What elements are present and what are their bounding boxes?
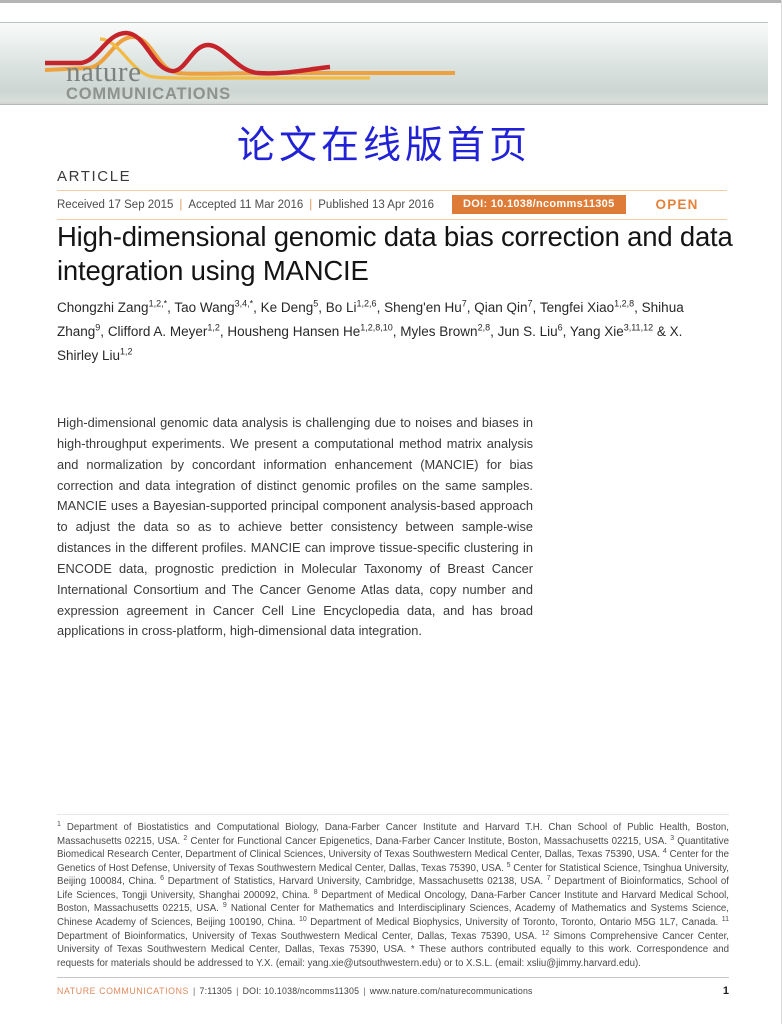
author: Tengfei Xiao1,2,8 [539,298,635,315]
author: Yang Xie3,11,12 [569,322,654,340]
footer-journal-name: NATURE COMMUNICATIONS [57,986,190,996]
author-list: Chongzhi Zang1,2,*, Tao Wang3,4,*, Ke De… [57,298,684,364]
footer-url[interactable]: www.nature.com/naturecommunications [369,986,533,996]
abstract-text: High-dimensional genomic data analysis i… [57,415,533,639]
author: Clifford A. Meyer1,2 [107,322,220,340]
author: Chongzhi Zang1,2,* [57,298,168,315]
footer-separator: | [236,986,239,996]
received-date: Received 17 Sep 2015 [57,198,174,211]
footer-citation: 7:11305 [199,986,233,996]
author: Myles Brown2,8 [400,322,491,340]
dates-line: Received 17 Sep 2015 | Accepted 11 Mar 201… [57,199,434,211]
footer-separator: | [193,986,196,996]
accepted-date: Accepted 11 Mar 2016 [188,198,304,211]
annotation-overlay: 论文在线版首页 [236,125,531,167]
doi-badge[interactable]: DOI: 10.1038/ncomms11305 [451,195,626,214]
author: Sheng'en Hu7 [384,298,467,315]
author: Qian Qin7 [474,298,533,315]
author: Ke Deng5 [260,298,319,315]
open-access-label: OPEN [655,197,699,212]
author: Tao Wang3,4,* [174,298,254,315]
author: Housheng Hansen He1,2,8,10 [227,322,393,340]
author: Shihua Zhang9 [57,300,684,340]
author: Bo Li1,2,6 [325,298,377,315]
affiliations-footnote: 1 Department of Biostatistics and Comput… [57,814,729,970]
nature-logo-waves-icon [44,30,455,80]
meta-separator: | [179,198,183,211]
published-date: Published 13 Apr 2016 [318,198,434,211]
footer-bar: NATURE COMMUNICATIONS | 7:11305 | DOI: 10.10… [57,977,729,997]
meta-bar: Received 17 Sep 2015 | Accepted 11 Mar 201… [57,190,727,220]
viewer-top-edge [0,0,781,3]
journal-masthead-banner: nature COMMUNICATIONS [0,22,768,105]
paper-title: High-dimensional genomic data bias corre… [57,221,733,287]
author: X. Shirley Liu1,2 [57,324,683,364]
meta-separator: | [309,198,313,211]
footer-doi: DOI: 10.1038/ncomms11305 [242,986,360,996]
footer-separator: | [363,986,366,996]
journal-name: nature [66,56,142,88]
footer-citation-line: NATURE COMMUNICATIONS | 7:11305 | DOI: 10.10… [57,986,533,996]
author: Jun S. Liu6 [497,322,563,340]
journal-subname: COMMUNICATIONS [66,85,231,103]
page-number: 1 [722,985,729,997]
article-kicker: ARTICLE [57,168,132,185]
